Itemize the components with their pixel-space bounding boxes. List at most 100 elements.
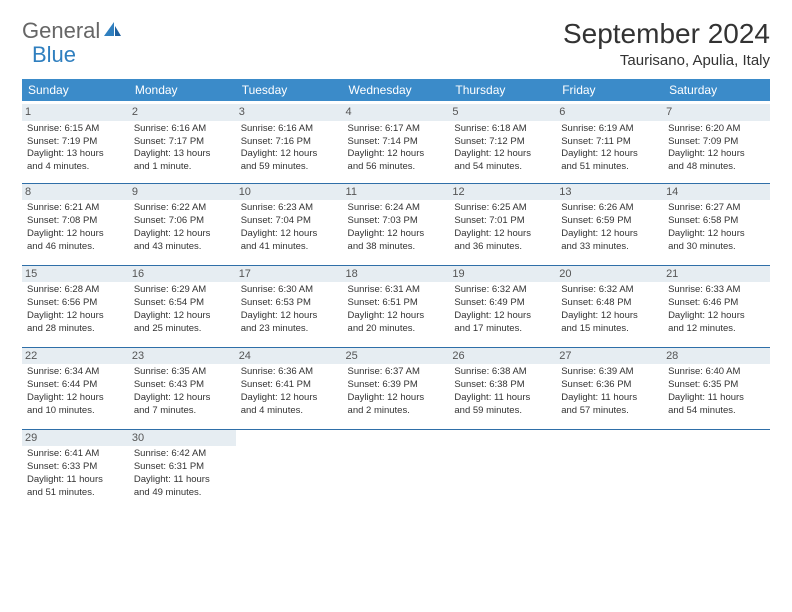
daylight-text: and 25 minutes. (134, 323, 231, 336)
daylight-text: and 7 minutes. (134, 405, 231, 418)
daylight-text: and 15 minutes. (561, 323, 658, 336)
sunset-text: Sunset: 6:46 PM (668, 297, 765, 310)
sunset-text: Sunset: 7:08 PM (27, 215, 124, 228)
daylight-text: and 20 minutes. (348, 323, 445, 336)
daylight-text: Daylight: 12 hours (561, 228, 658, 241)
calendar-cell: 14Sunrise: 6:27 AMSunset: 6:58 PMDayligh… (663, 183, 770, 265)
sunset-text: Sunset: 6:39 PM (348, 379, 445, 392)
daylight-text: and 59 minutes. (241, 161, 338, 174)
calendar-cell: 9Sunrise: 6:22 AMSunset: 7:06 PMDaylight… (129, 183, 236, 265)
sunset-text: Sunset: 7:12 PM (454, 136, 551, 149)
calendar-cell (236, 429, 343, 511)
sunset-text: Sunset: 6:51 PM (348, 297, 445, 310)
day-number: 27 (556, 348, 663, 365)
calendar-row: 15Sunrise: 6:28 AMSunset: 6:56 PMDayligh… (22, 265, 770, 347)
col-sunday: Sunday (22, 79, 129, 101)
day-number: 9 (129, 184, 236, 201)
calendar-cell: 23Sunrise: 6:35 AMSunset: 6:43 PMDayligh… (129, 347, 236, 429)
calendar-cell: 8Sunrise: 6:21 AMSunset: 7:08 PMDaylight… (22, 183, 129, 265)
daylight-text: Daylight: 12 hours (27, 228, 124, 241)
calendar-row: 1Sunrise: 6:15 AMSunset: 7:19 PMDaylight… (22, 101, 770, 183)
calendar-cell: 3Sunrise: 6:16 AMSunset: 7:16 PMDaylight… (236, 101, 343, 183)
sunset-text: Sunset: 6:53 PM (241, 297, 338, 310)
calendar-cell: 5 Sunrise: 6:18 AMSunset: 7:12 PMDaylight… (449, 101, 556, 183)
sunset-text: Sunset: 7:17 PM (134, 136, 231, 149)
daylight-text: and 28 minutes. (27, 323, 124, 336)
sunrise-text: Sunrise: 6:35 AM (134, 366, 231, 379)
sunrise-text: Sunrise: 6:16 AM (134, 123, 231, 136)
sunrise-text: Sunrise: 6:42 AM (134, 448, 231, 461)
header: General September 2024 Taurisano, Apulia… (22, 18, 770, 69)
day-number: 24 (236, 348, 343, 365)
day-number: 19 (449, 266, 556, 283)
sunset-text: Sunset: 6:31 PM (134, 461, 231, 474)
col-wednesday: Wednesday (343, 79, 450, 101)
sunset-text: Sunset: 6:38 PM (454, 379, 551, 392)
col-monday: Monday (129, 79, 236, 101)
calendar-cell: 13Sunrise: 6:26 AMSunset: 6:59 PMDayligh… (556, 183, 663, 265)
day-number: 21 (663, 266, 770, 283)
calendar-row: 29Sunrise: 6:41 AMSunset: 6:33 PMDayligh… (22, 429, 770, 511)
calendar-cell: 22Sunrise: 6:34 AMSunset: 6:44 PMDayligh… (22, 347, 129, 429)
calendar-cell: 4Sunrise: 6:17 AMSunset: 7:14 PMDaylight… (343, 101, 450, 183)
sunset-text: Sunset: 7:04 PM (241, 215, 338, 228)
day-number: 20 (556, 266, 663, 283)
calendar-cell: 1Sunrise: 6:15 AMSunset: 7:19 PMDaylight… (22, 101, 129, 183)
calendar-row: 8Sunrise: 6:21 AMSunset: 7:08 PMDaylight… (22, 183, 770, 265)
calendar-cell: 21Sunrise: 6:33 AMSunset: 6:46 PMDayligh… (663, 265, 770, 347)
calendar-cell: 17Sunrise: 6:30 AMSunset: 6:53 PMDayligh… (236, 265, 343, 347)
daylight-text: and 4 minutes. (27, 161, 124, 174)
calendar-cell: 30Sunrise: 6:42 AMSunset: 6:31 PMDayligh… (129, 429, 236, 511)
calendar-cell: 20Sunrise: 6:32 AMSunset: 6:48 PMDayligh… (556, 265, 663, 347)
daylight-text: and 30 minutes. (668, 241, 765, 254)
daylight-text: Daylight: 11 hours (668, 392, 765, 405)
daylight-text: Daylight: 12 hours (134, 228, 231, 241)
day-number: 14 (663, 184, 770, 201)
daylight-text: Daylight: 11 hours (134, 474, 231, 487)
col-tuesday: Tuesday (236, 79, 343, 101)
daylight-text: Daylight: 12 hours (561, 148, 658, 161)
day-number: 29 (22, 430, 129, 447)
calendar-cell: 7Sunrise: 6:20 AMSunset: 7:09 PMDaylight… (663, 101, 770, 183)
sunrise-text: Sunrise: 6:33 AM (668, 284, 765, 297)
calendar-cell: 2Sunrise: 6:16 AMSunset: 7:17 PMDaylight… (129, 101, 236, 183)
calendar-cell: 6Sunrise: 6:19 AMSunset: 7:11 PMDaylight… (556, 101, 663, 183)
sunrise-text: Sunrise: 6:38 AM (454, 366, 551, 379)
daylight-text: Daylight: 12 hours (348, 148, 445, 161)
sunrise-text: Sunrise: 6:18 AM (454, 123, 551, 136)
sunset-text: Sunset: 7:09 PM (668, 136, 765, 149)
day-number: 5 (449, 104, 556, 121)
sunrise-text: Sunrise: 6:23 AM (241, 202, 338, 215)
daylight-text: and 57 minutes. (561, 405, 658, 418)
calendar-cell (663, 429, 770, 511)
sunrise-text: Sunrise: 6:20 AM (668, 123, 765, 136)
sunrise-text: Sunrise: 6:36 AM (241, 366, 338, 379)
sunrise-text: Sunrise: 6:22 AM (134, 202, 231, 215)
sunrise-text: Sunrise: 6:39 AM (561, 366, 658, 379)
daylight-text: Daylight: 12 hours (454, 148, 551, 161)
daylight-text: and 41 minutes. (241, 241, 338, 254)
daylight-text: Daylight: 11 hours (561, 392, 658, 405)
day-number: 3 (236, 104, 343, 121)
daylight-text: Daylight: 11 hours (27, 474, 124, 487)
daylight-text: and 2 minutes. (348, 405, 445, 418)
sunset-text: Sunset: 6:48 PM (561, 297, 658, 310)
day-number: 4 (343, 104, 450, 121)
daylight-text: and 17 minutes. (454, 323, 551, 336)
brand-part2-wrap: Blue (32, 42, 76, 68)
col-saturday: Saturday (663, 79, 770, 101)
sunrise-text: Sunrise: 6:32 AM (561, 284, 658, 297)
calendar-cell: 16Sunrise: 6:29 AMSunset: 6:54 PMDayligh… (129, 265, 236, 347)
calendar-cell (343, 429, 450, 511)
day-number: 26 (449, 348, 556, 365)
sunset-text: Sunset: 7:16 PM (241, 136, 338, 149)
daylight-text: and 43 minutes. (134, 241, 231, 254)
sunrise-text: Sunrise: 6:30 AM (241, 284, 338, 297)
sunset-text: Sunset: 7:11 PM (561, 136, 658, 149)
sunset-text: Sunset: 6:35 PM (668, 379, 765, 392)
daylight-text: Daylight: 12 hours (454, 310, 551, 323)
sunrise-text: Sunrise: 6:26 AM (561, 202, 658, 215)
daylight-text: and 33 minutes. (561, 241, 658, 254)
calendar-cell: 27Sunrise: 6:39 AMSunset: 6:36 PMDayligh… (556, 347, 663, 429)
day-number: 18 (343, 266, 450, 283)
